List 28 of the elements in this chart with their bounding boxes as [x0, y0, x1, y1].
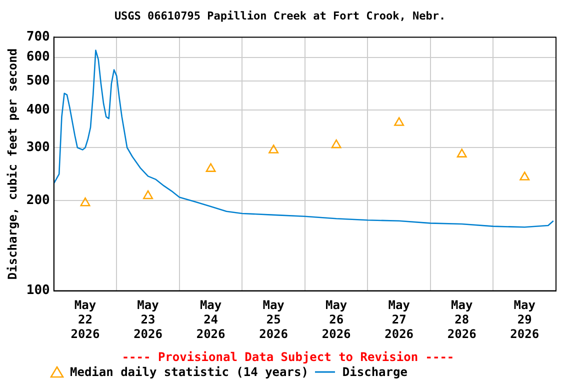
text: ---- Provisional Data Subject to Revision ----	[120, 350, 456, 364]
x-tick-label: May 25 2026	[259, 298, 288, 341]
y-tick-label: 100	[26, 283, 50, 298]
point	[331, 139, 342, 148]
x-tick-label: May 27 2026	[384, 298, 414, 341]
y-tick-label: 300	[26, 140, 50, 155]
y-tick-label: 700	[26, 30, 50, 45]
x-tick-label: May 22 2026	[70, 298, 100, 341]
legend-label: Discharge	[342, 365, 408, 379]
point	[206, 163, 216, 172]
point	[394, 117, 404, 126]
x-tick-label: May 29 2026	[510, 298, 540, 341]
point	[143, 190, 154, 200]
y-tick-label: 200	[26, 192, 50, 208]
point	[520, 172, 530, 180]
point	[268, 144, 279, 154]
point	[80, 197, 90, 206]
y-tick-label: 600	[26, 50, 50, 65]
x-tick-label: May 23 2026	[134, 298, 162, 341]
point	[456, 148, 467, 158]
y-tick-label: 500	[26, 73, 50, 88]
chart-title: USGS 06610795 Papillion Creek at Fort Crook, Nebr.	[114, 9, 446, 22]
x-tick-label: May 24 2026	[196, 298, 226, 341]
y-tick-label: 400	[26, 102, 50, 118]
legend-label: Median daily statistic (14 years)	[70, 365, 308, 379]
x-tick-label: May 26 2026	[322, 298, 351, 341]
y-axis-title: Discharge, cubic feet per second	[5, 48, 20, 280]
x-tick-label: May 28 2026	[447, 298, 476, 341]
